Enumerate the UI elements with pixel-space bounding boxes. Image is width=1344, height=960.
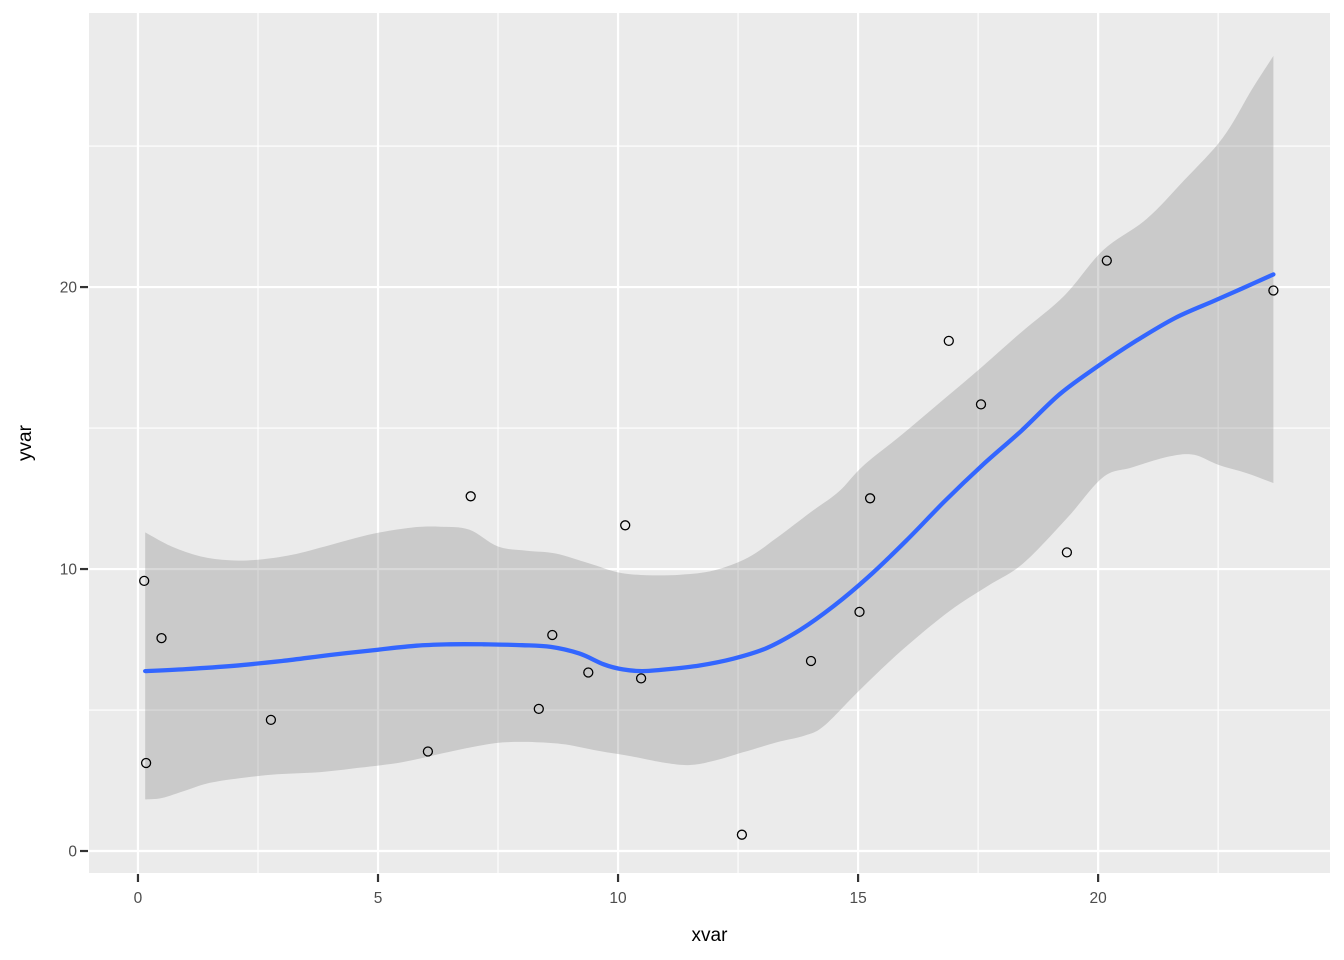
data-point: [864, 493, 876, 504]
plot-panel: [89, 13, 1330, 873]
x-tick-label: 10: [609, 890, 627, 907]
x-tick-label: 15: [849, 890, 866, 907]
data-point: [975, 399, 987, 410]
data-point: [943, 335, 954, 347]
data-point: [465, 491, 476, 502]
data-point: [1061, 547, 1073, 558]
data-point: [1101, 255, 1112, 266]
axis-layer: 0 5 10 15 20 0 10 20: [60, 280, 1107, 907]
major-gridlines: [89, 13, 1330, 873]
y-tick-label: 10: [60, 562, 78, 579]
data-point: [422, 746, 434, 757]
data-point: [265, 714, 277, 726]
data-point: [140, 757, 152, 769]
y-axis-title: yvar: [15, 424, 36, 461]
x-tick-label: 20: [1089, 890, 1107, 907]
data-point: [533, 703, 544, 715]
data-point: [620, 520, 631, 531]
data-point: [583, 667, 594, 678]
x-axis-title: xvar: [692, 925, 729, 946]
confidence-ribbon: [145, 55, 1274, 800]
x-tick-label: 0: [134, 890, 143, 907]
data-point: [547, 629, 558, 641]
data-point: [854, 606, 865, 618]
panel-background: [89, 13, 1330, 873]
data-point: [1268, 285, 1279, 296]
data-point: [736, 829, 748, 840]
data-point: [139, 575, 150, 587]
y-tick-label: 0: [68, 844, 77, 861]
data-point: [156, 632, 167, 644]
smooth-line: [143, 272, 1276, 674]
minor-gridlines: [89, 13, 1330, 873]
data-point: [635, 673, 647, 684]
x-tick-label: 5: [374, 890, 383, 907]
y-tick-label: 20: [60, 280, 78, 297]
data-layer: [139, 55, 1279, 840]
data-point: [805, 655, 817, 667]
